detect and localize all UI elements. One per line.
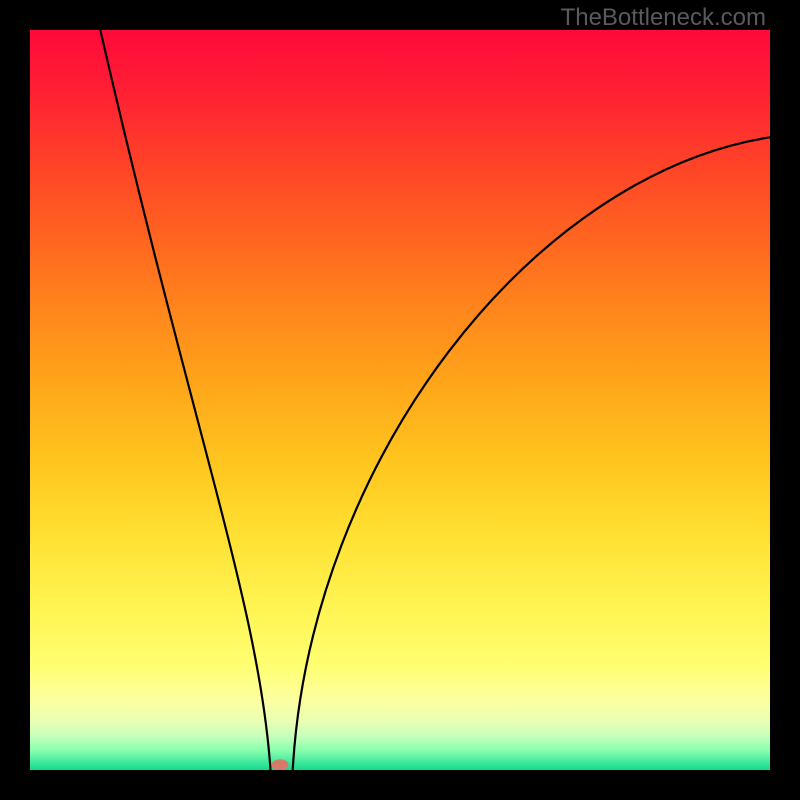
curve-left-branch	[100, 30, 270, 770]
chart-root: TheBottleneck.com	[0, 0, 800, 800]
notch-marker	[272, 759, 289, 770]
plot-area	[30, 30, 770, 770]
watermark-text: TheBottleneck.com	[561, 4, 766, 32]
curve-layer	[30, 30, 770, 770]
curve-right-branch	[293, 137, 770, 770]
